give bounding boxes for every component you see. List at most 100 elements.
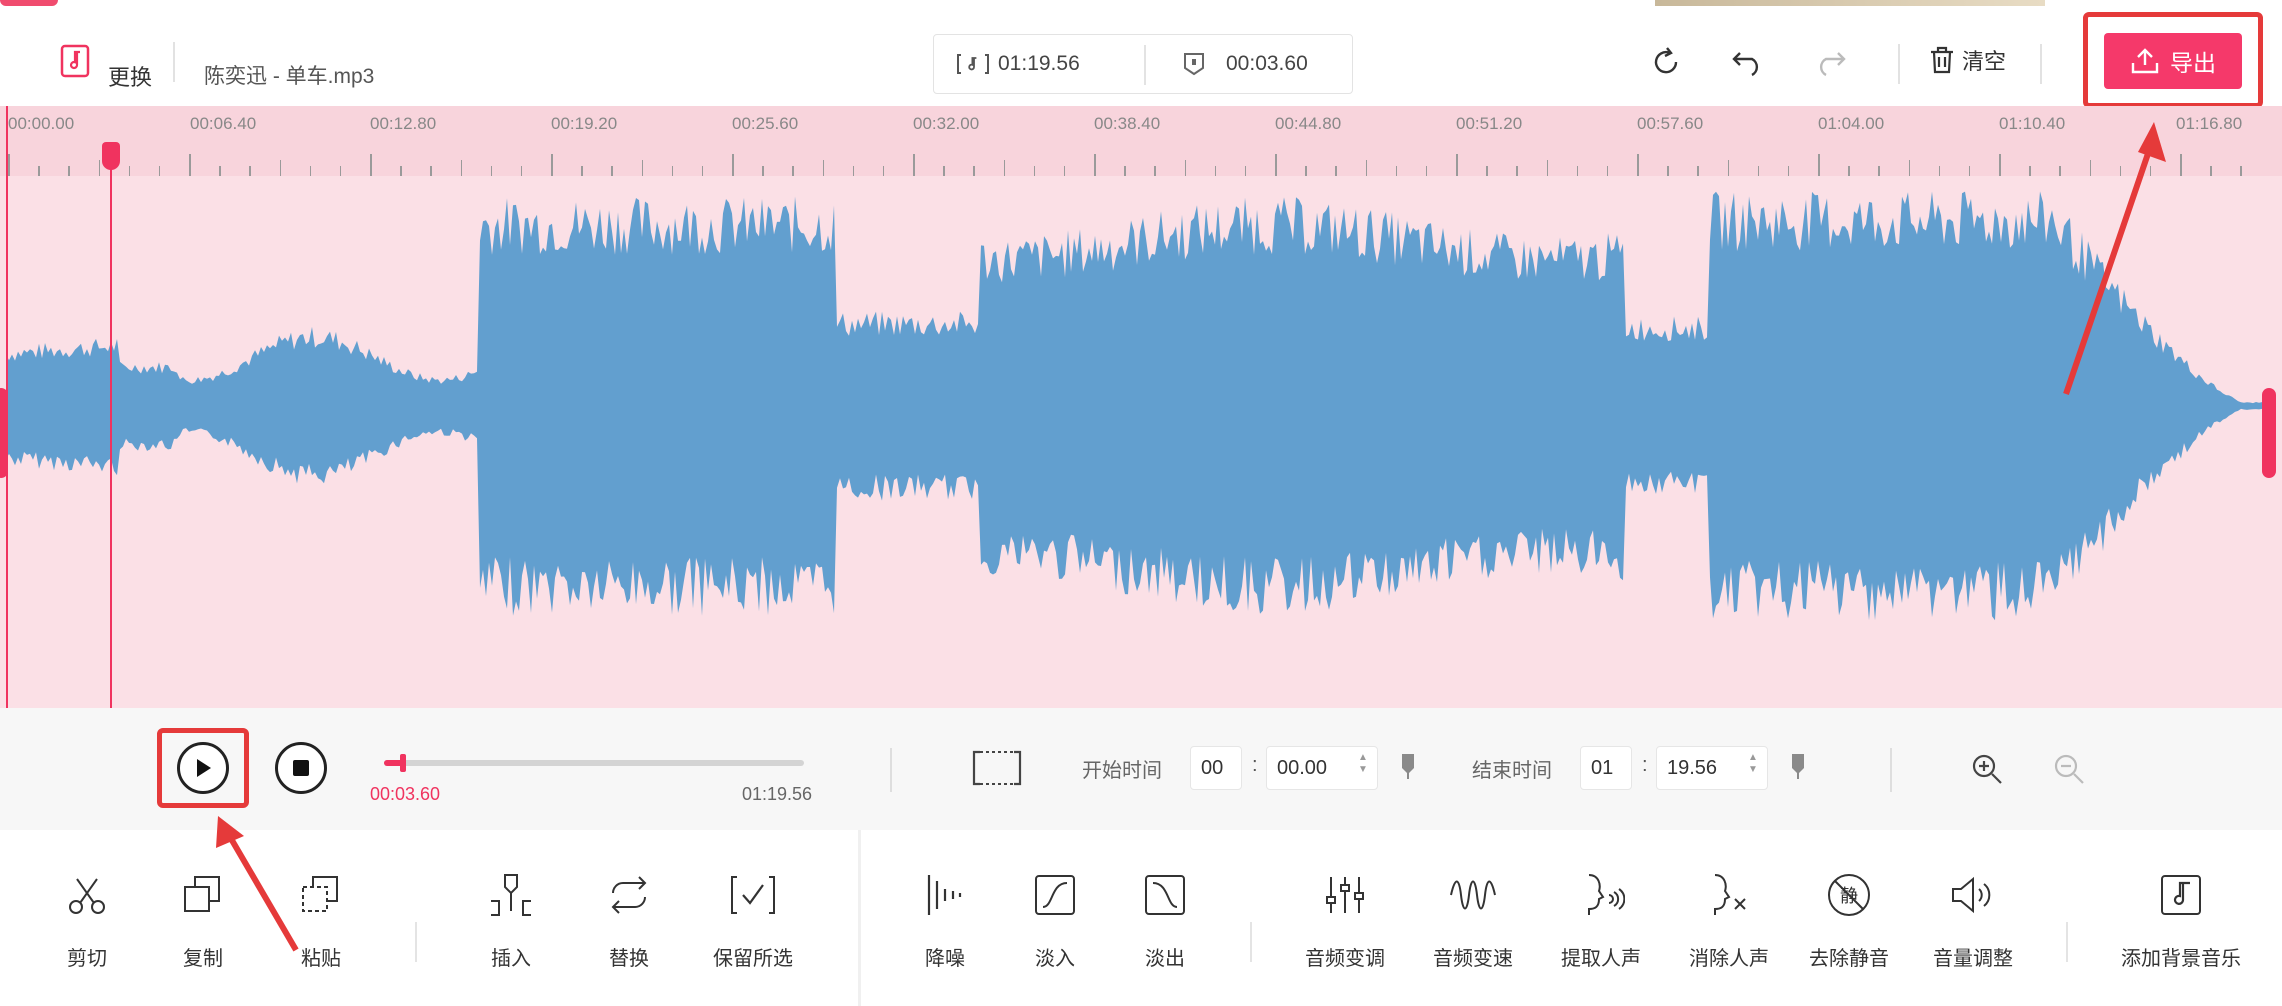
ruler-label: 00:06.40: [190, 114, 257, 133]
speed-tool[interactable]: 音频变速: [1418, 870, 1528, 971]
replace-tool[interactable]: 替换: [574, 870, 684, 971]
controls-divider: [890, 748, 892, 792]
end-second-value: 19.56: [1667, 756, 1718, 779]
ruler-tick: [189, 154, 191, 176]
ruler-tick: [641, 160, 643, 176]
extract-vocal-tool[interactable]: 提取人声: [1546, 870, 1656, 971]
ruler-tick: [158, 166, 161, 176]
ruler-tick: [701, 166, 704, 176]
stop-button[interactable]: [275, 742, 327, 794]
tools-divider: [1250, 922, 1252, 962]
fade-in-tool[interactable]: 淡入: [1000, 870, 1110, 971]
ruler-tick: [1154, 166, 1156, 176]
export-label: 导出: [2170, 50, 2216, 76]
time-ruler[interactable]: 00:00.00 00:06.40 00:12.80 00:19.20 00:2…: [0, 106, 2282, 176]
insert-tool[interactable]: 插入: [456, 870, 566, 971]
timebox-divider: [1144, 45, 1146, 85]
ruler-tick: [1094, 154, 1096, 176]
edit-tools-panel: 剪切 复制 粘贴 插入 替换 保留所选 降噪 淡入 淡出 音频变调 音频变速: [0, 830, 2282, 1006]
ruler-tick: [581, 166, 583, 176]
right-selection-handle[interactable]: [2262, 388, 2276, 478]
ruler-tick: [1606, 166, 1609, 176]
ruler-tick: [1848, 166, 1850, 176]
ruler-tick: [1275, 154, 1277, 176]
music-file-icon[interactable]: [60, 44, 90, 78]
redo-icon[interactable]: [1810, 42, 1850, 82]
cut-label: 剪切: [67, 948, 107, 970]
ruler-tick: [913, 154, 915, 176]
start-time-label: 开始时间: [1082, 760, 1162, 782]
undo-icon[interactable]: [1728, 42, 1768, 82]
ruler-tick: [1757, 166, 1760, 176]
play-button[interactable]: [177, 742, 229, 794]
select-range-icon[interactable]: [972, 748, 1022, 788]
volume-tool[interactable]: 音量调整: [1918, 870, 2028, 971]
zoom-in-icon[interactable]: [1970, 752, 2004, 786]
clear-label: 清空: [1962, 49, 2007, 74]
remove-vocal-tool[interactable]: 消除人声: [1674, 870, 1784, 971]
end-time-label: 结束时间: [1472, 760, 1552, 782]
ruler-label: 00:19.20: [551, 114, 618, 133]
ruler-tick: [1968, 166, 1971, 176]
ruler-tick: [732, 154, 734, 176]
voice-extract-icon: [1588, 874, 1625, 915]
set-end-marker-icon[interactable]: [1790, 752, 1806, 780]
waveform-editor[interactable]: 00:00.00 00:06.40 00:12.80 00:19.20 00:2…: [0, 106, 2282, 708]
set-start-marker-icon[interactable]: [1400, 752, 1416, 780]
end-spinner[interactable]: ▲ ▼: [1748, 752, 1758, 775]
refresh-icon[interactable]: [1646, 42, 1686, 82]
app-tab-fragment: [0, 0, 58, 6]
controls-divider: [1890, 748, 1892, 792]
copy-tool[interactable]: 复制: [148, 870, 258, 971]
ruler-label: 01:04.00: [1818, 114, 1885, 133]
progress-handle[interactable]: [399, 754, 406, 772]
ruler-tick: [309, 166, 312, 176]
svg-text:静: 静: [1840, 886, 1858, 907]
replace-file-button[interactable]: 更换: [108, 65, 153, 90]
playhead-handle[interactable]: [102, 142, 120, 170]
ruler-tick: [852, 166, 855, 176]
total-time: 01:19.56: [742, 784, 813, 804]
end-second-input[interactable]: 19.56: [1656, 746, 1768, 790]
ruler-tick: [1818, 154, 1820, 176]
progress-fill: [384, 760, 403, 766]
window-top-strip: [0, 0, 2282, 14]
copy-label: 复制: [183, 948, 223, 970]
clear-button[interactable]: 清空: [1928, 44, 2006, 76]
music-note-icon: [2161, 875, 2201, 915]
fade-out-tool[interactable]: 淡出: [1110, 870, 1220, 971]
ruler-label: 00:25.60: [732, 114, 799, 133]
end-minute-input[interactable]: 01: [1580, 746, 1632, 790]
voice-remove-icon: [1714, 874, 1746, 915]
cut-tool[interactable]: 剪切: [32, 870, 142, 971]
fade-out-icon: [1145, 875, 1185, 915]
ruler-tick: [460, 160, 462, 176]
add-bgm-tool[interactable]: 添加背景音乐: [2121, 870, 2241, 971]
ruler-tick: [792, 166, 794, 176]
ruler-tick: [943, 166, 945, 176]
file-name: 陈奕迅 - 单车.mp3: [204, 65, 375, 88]
denoise-tool[interactable]: 降噪: [890, 870, 1000, 971]
ruler-tick: [2180, 154, 2182, 176]
playback-progress-bar[interactable]: [384, 754, 804, 772]
start-minute-input[interactable]: 00: [1190, 746, 1242, 790]
ruler-tick: [1033, 166, 1036, 176]
pitch-tool[interactable]: 音频变调: [1290, 870, 1400, 971]
keep-selection-tool[interactable]: 保留所选: [698, 870, 808, 971]
ruler-tick: [370, 154, 372, 176]
remove-silence-tool[interactable]: 静 去除静音: [1794, 870, 1904, 971]
start-spinner[interactable]: ▲ ▼: [1358, 752, 1368, 775]
ruler-tick: [128, 166, 131, 176]
playhead-line[interactable]: [110, 142, 112, 708]
paste-tool[interactable]: 粘贴: [266, 870, 376, 971]
current-time: 00:03.60: [370, 784, 441, 804]
audio-waveform[interactable]: [0, 176, 2282, 708]
paste-label: 粘贴: [301, 948, 341, 970]
colon: :: [1642, 754, 1648, 776]
export-button[interactable]: 导出: [2104, 33, 2242, 89]
ruler-tick: [973, 166, 975, 176]
left-selection-handle[interactable]: [0, 388, 8, 478]
remove-silence-label: 去除静音: [1809, 948, 1889, 970]
zoom-out-icon[interactable]: [2052, 752, 2086, 786]
start-second-input[interactable]: 00.00: [1266, 746, 1378, 790]
